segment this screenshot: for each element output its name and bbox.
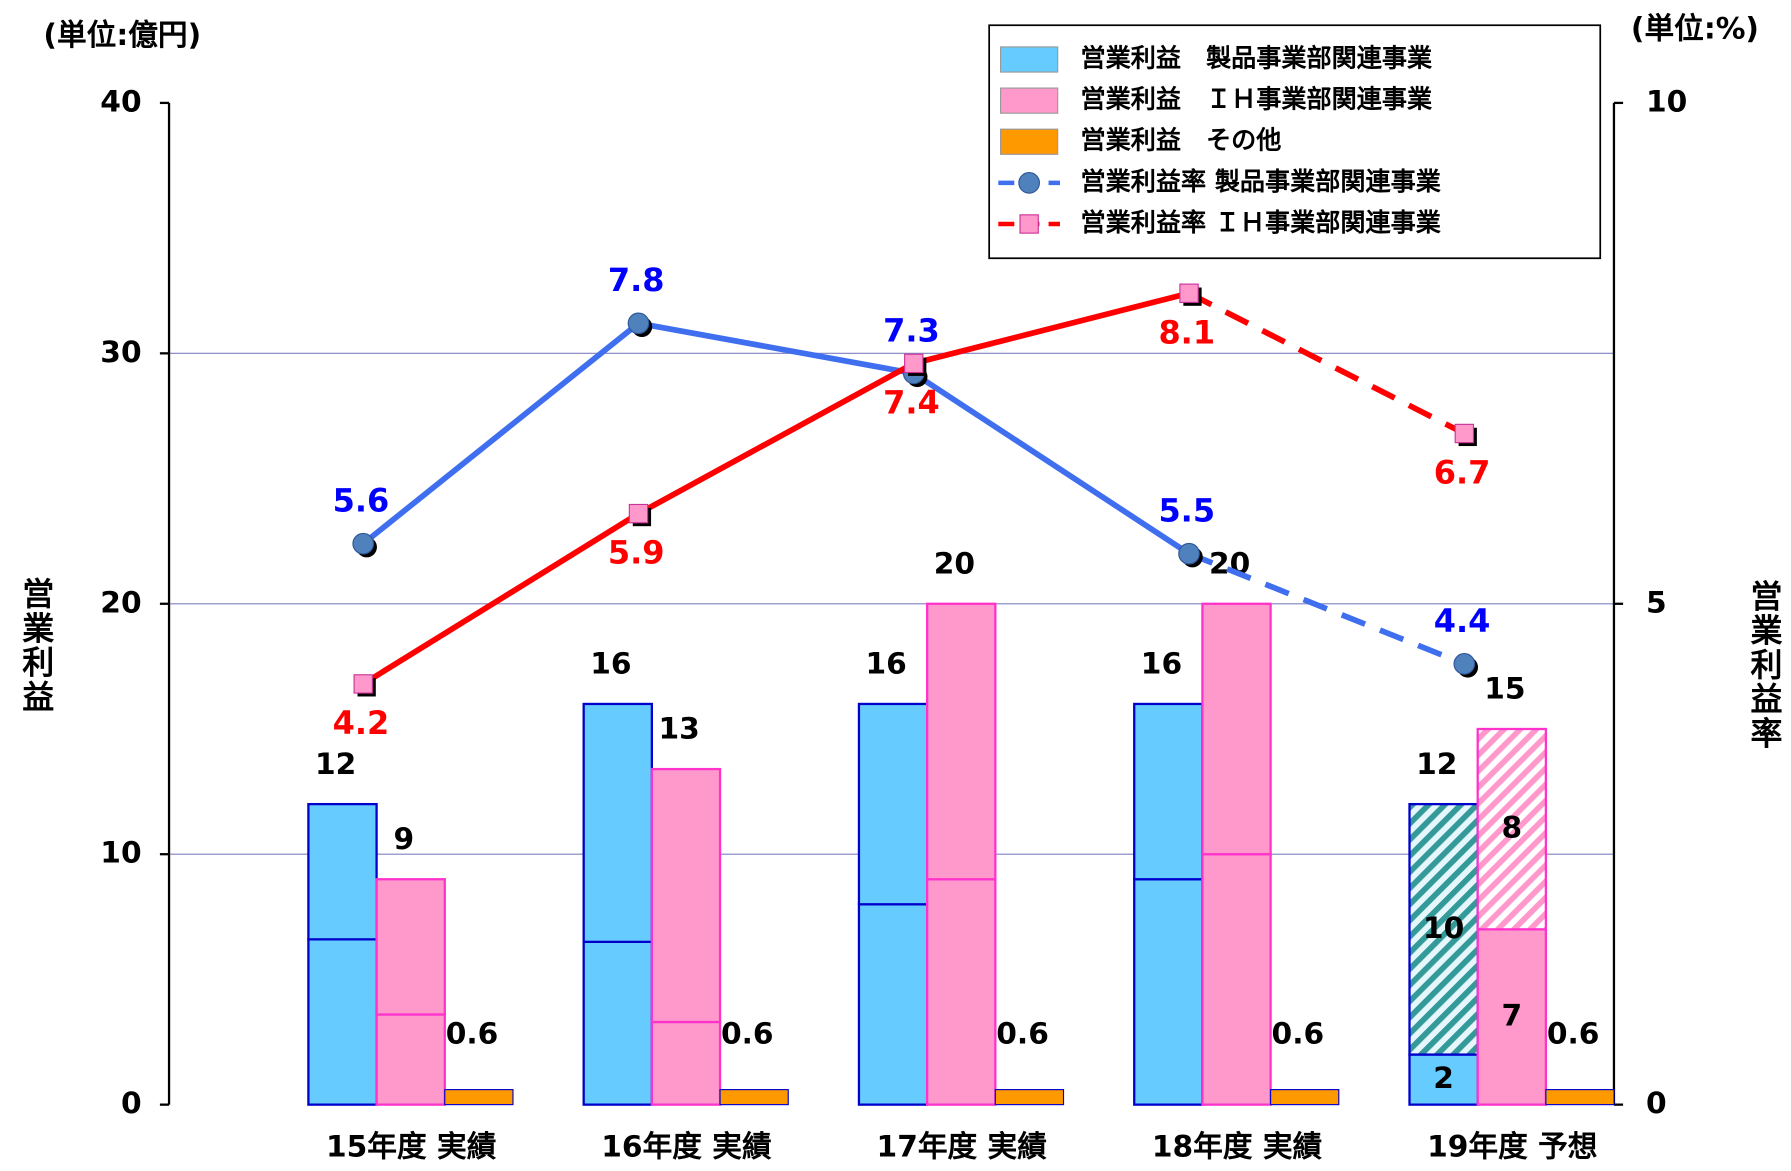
bar-segment [582,940,654,1106]
line [1187,551,1466,667]
bar-segment [1133,702,1204,881]
unit-right: (単位:%) [1631,11,1759,46]
bar [1545,1089,1615,1106]
point-label: 4.4 [1434,602,1491,640]
legend-label: 営業利益 その他 [1081,126,1282,155]
point-label: 8.1 [1158,313,1215,351]
marker [1453,653,1476,675]
bar-segment [1133,878,1204,1106]
bar-label: 0.6 [1272,1016,1325,1051]
bar [1270,1089,1340,1106]
bar-label: 13 [658,712,699,747]
line [1187,290,1466,437]
point-label: 6.7 [1434,454,1491,492]
point-label: 7.3 [883,311,940,349]
bar-segment [1408,802,1479,1056]
bar-segment [307,802,378,941]
marker [353,674,373,694]
legend-box [988,24,1602,260]
y2-tick-label: 0 [1646,1086,1667,1121]
bar [994,1089,1065,1106]
segment-label: 7 [1501,998,1522,1033]
bar-label: 0.6 [721,1016,774,1051]
point-label: 5.6 [333,482,390,520]
legend-label: 営業利益 製品事業部関連事業 [1081,44,1433,73]
legend-label: 営業利益率 製品事業部関連事業 [1081,167,1442,196]
bar-label: 16 [866,647,907,682]
bar-segment [857,903,929,1106]
bar-segment [1201,602,1272,856]
bar-segment [650,1020,722,1106]
marker [627,312,650,335]
point-label: 5.5 [1158,492,1215,530]
legend-marker [1019,214,1039,234]
x-tick-label: 16年度 実績 [601,1130,772,1165]
bar-segment [925,602,997,881]
bar-segment [650,767,722,1024]
x-tick-label: 15年度 実績 [326,1130,497,1165]
marker [628,503,649,524]
bar-segment [582,702,654,944]
y-tick-label: 30 [100,335,141,370]
segment-label: 2 [1433,1061,1454,1096]
point-label: 7.4 [883,383,940,421]
y-axis-title: 営業利益 [17,577,55,714]
bar-segment [1476,727,1548,931]
bar-label: 16 [590,647,631,682]
y2-axis-title: 営業利益率 [1745,579,1783,750]
marker [1454,423,1475,444]
y2-tick-label: 10 [1646,84,1687,119]
marker [904,353,924,374]
marker [352,532,375,555]
segment-label: 8 [1501,811,1522,846]
bar-label: 9 [393,822,414,857]
y-tick-label: 40 [100,84,141,119]
x-tick-label: 17年度 実績 [877,1130,1048,1165]
legend-marker [1018,172,1040,194]
bar-label: 0.6 [1547,1016,1600,1051]
point-label: 5.9 [608,534,665,572]
y2-tick-label: 5 [1646,585,1667,620]
marker [1178,542,1200,565]
marker [1179,283,1199,303]
bar-label: 0.6 [996,1016,1049,1051]
bar-label: 15 [1484,672,1525,707]
legend-label: 営業利益 ＩＨ事業部関連事業 [1081,85,1433,114]
bar-segment [925,878,997,1106]
y-tick-label: 20 [100,585,141,620]
legend-swatch [1000,128,1059,155]
bar-segment [1201,853,1272,1106]
bar [719,1089,789,1106]
line [361,290,1190,687]
bar-segment [375,1013,446,1106]
bar-label: 20 [934,546,975,581]
legend-label: 営業利益率 ＩＨ事業部関連事業 [1081,208,1442,237]
bar-label: 12 [1416,747,1457,782]
y-tick-label: 0 [121,1086,142,1121]
point-label: 4.2 [333,704,390,742]
line [361,320,1191,557]
x-tick-label: 18年度 実績 [1152,1130,1323,1165]
bar-label: 0.6 [446,1016,499,1051]
bar-label: 12 [315,747,356,782]
bar-segment [307,938,378,1106]
unit-left: (単位:億円) [43,18,201,53]
segment-label: 10 [1423,911,1464,946]
y-tick-label: 10 [100,836,141,871]
legend-swatch [1000,87,1059,114]
bar-segment [1476,928,1548,1106]
bar-label: 16 [1141,647,1182,682]
bar-segment [375,878,446,1016]
x-tick-label: 19年度 予想 [1427,1130,1597,1165]
bar [444,1089,514,1106]
legend-swatch [1000,46,1059,73]
bar-segment [857,702,929,906]
point-label: 7.8 [608,261,665,299]
